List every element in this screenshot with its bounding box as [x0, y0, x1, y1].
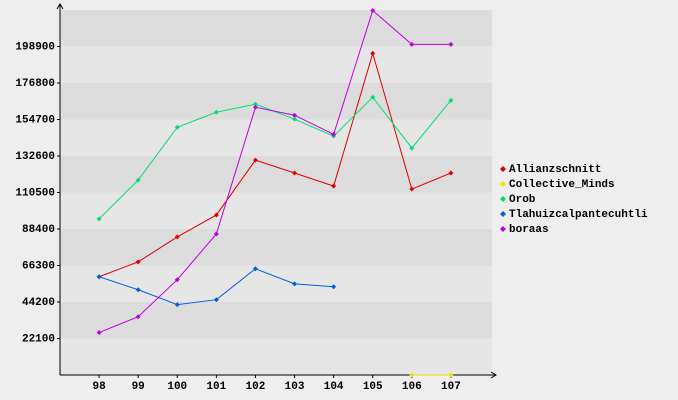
x-tick-label: 106: [402, 381, 422, 393]
data-point: [135, 259, 141, 265]
x-tick-label: 107: [441, 381, 461, 393]
data-point: [292, 112, 298, 118]
y-tick-label: 132600: [15, 151, 55, 163]
data-point: [252, 266, 258, 272]
legend-label: Tlahuizcalpantecuhtli: [509, 209, 648, 221]
data-point: [409, 372, 415, 378]
series-line: [98, 9, 451, 334]
y-tick-label: 88400: [22, 224, 55, 236]
legend-marker: [500, 196, 506, 202]
y-tick-label: 66300: [22, 260, 55, 272]
x-tick-label: 105: [363, 381, 383, 393]
data-point: [213, 109, 219, 115]
grid-band: [60, 156, 492, 193]
grid-band: [60, 10, 492, 47]
data-point: [292, 170, 298, 176]
data-point: [252, 157, 258, 163]
data-point: [135, 177, 141, 183]
legend-marker: [500, 166, 506, 172]
data-point: [448, 372, 454, 378]
data-point: [448, 41, 454, 47]
y-tick-label: 22100: [22, 333, 55, 345]
data-point: [252, 104, 258, 110]
x-arrow: [490, 371, 497, 379]
data-point: [292, 116, 298, 122]
legend-label: Allianzschnitt: [509, 164, 601, 176]
data-point: [370, 94, 376, 100]
x-tick-label: 102: [246, 381, 266, 393]
data-point: [213, 297, 219, 303]
x-tick-label: 101: [206, 381, 226, 393]
data-point: [292, 281, 298, 287]
y-arrow: [56, 3, 64, 10]
data-point: [174, 124, 180, 130]
x-tick-label: 100: [167, 381, 187, 393]
data-point: [174, 234, 180, 240]
data-point: [370, 50, 376, 56]
data-point: [331, 131, 337, 137]
x-tick-label: 104: [324, 381, 344, 393]
series-line: [98, 51, 452, 278]
data-point: [135, 314, 141, 320]
data-point: [213, 212, 219, 218]
data-point: [96, 274, 102, 280]
data-point: [174, 277, 180, 283]
x-tick-label: 103: [285, 381, 305, 393]
data-point: [96, 216, 102, 222]
y-tick-label: 44200: [22, 297, 55, 309]
data-point: [174, 302, 180, 308]
legend-marker: [500, 226, 506, 232]
data-point: [135, 287, 141, 293]
y-tick-label: 176800: [15, 78, 55, 90]
legend-label: boraas: [509, 224, 549, 236]
data-point: [409, 186, 415, 192]
y-tick-label: 154700: [15, 114, 55, 126]
data-point: [331, 183, 337, 189]
data-point: [448, 170, 454, 176]
x-tick-label: 99: [132, 381, 145, 393]
data-point: [409, 41, 415, 47]
data-point: [409, 145, 415, 151]
data-point: [331, 284, 337, 290]
data-point: [96, 330, 102, 336]
data-point: [448, 97, 454, 103]
legend-marker: [500, 211, 506, 217]
legend-label: Orob: [509, 194, 536, 206]
x-tick-label: 98: [92, 381, 106, 393]
y-tick-label: 198900: [15, 41, 55, 53]
data-point: [370, 7, 376, 13]
grid-band: [60, 229, 492, 266]
y-tick-label: 110500: [15, 187, 55, 199]
data-point: [213, 231, 219, 237]
legend-label: Collective_Minds: [509, 179, 615, 191]
grid-band: [60, 302, 492, 339]
legend-marker: [500, 181, 506, 187]
data-point: [252, 101, 258, 107]
grid-band: [60, 83, 492, 120]
